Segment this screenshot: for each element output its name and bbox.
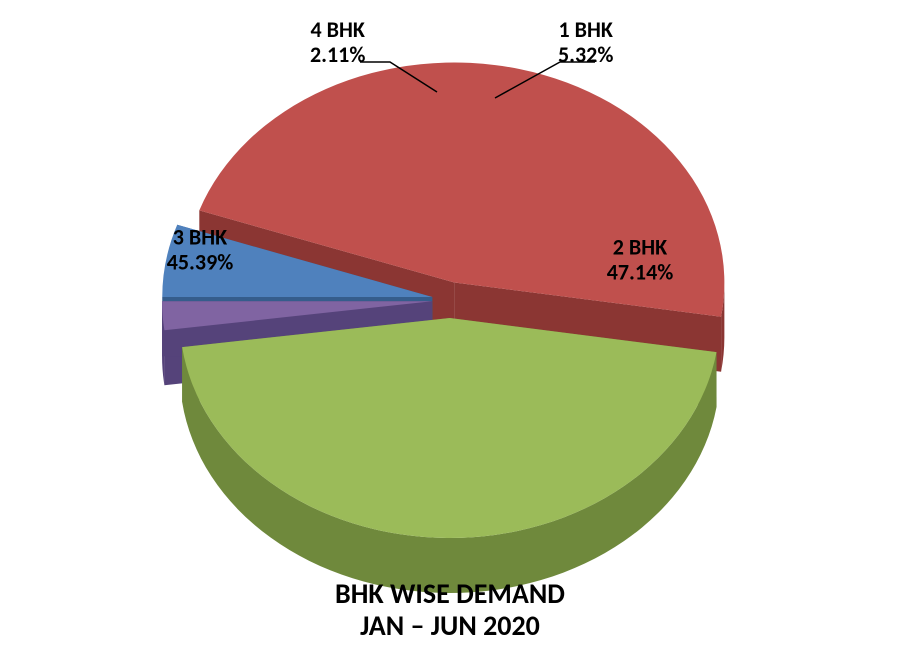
slice-label-3bhk-name: 3 BHK bbox=[167, 225, 234, 250]
slice-label-2bhk-name: 2 BHK bbox=[607, 235, 674, 260]
pie-chart: 4 BHK 2.11% 1 BHK 5.32% 2 BHK 47.14% 3 B… bbox=[0, 0, 900, 660]
callout-4bhk-name: 4 BHK bbox=[310, 17, 365, 42]
callout-1bhk-pct: 5.32% bbox=[558, 42, 613, 67]
callout-1bhk: 1 BHK 5.32% bbox=[558, 17, 613, 68]
slice-label-3bhk: 3 BHK 45.39% bbox=[167, 225, 234, 276]
chart-title-line1: BHK WISE DEMAND bbox=[0, 578, 900, 610]
pie-svg bbox=[0, 0, 900, 660]
callout-4bhk-pct: 2.11% bbox=[310, 42, 365, 67]
callout-1bhk-name: 1 BHK bbox=[558, 17, 613, 42]
slice-label-3bhk-pct: 45.39% bbox=[167, 250, 234, 275]
slice-label-2bhk-pct: 47.14% bbox=[607, 260, 674, 285]
chart-title: BHK WISE DEMAND JAN – JUN 2020 bbox=[0, 578, 900, 642]
chart-title-line2: JAN – JUN 2020 bbox=[0, 610, 900, 642]
slice-label-2bhk: 2 BHK 47.14% bbox=[607, 235, 674, 286]
callout-4bhk: 4 BHK 2.11% bbox=[310, 17, 365, 68]
